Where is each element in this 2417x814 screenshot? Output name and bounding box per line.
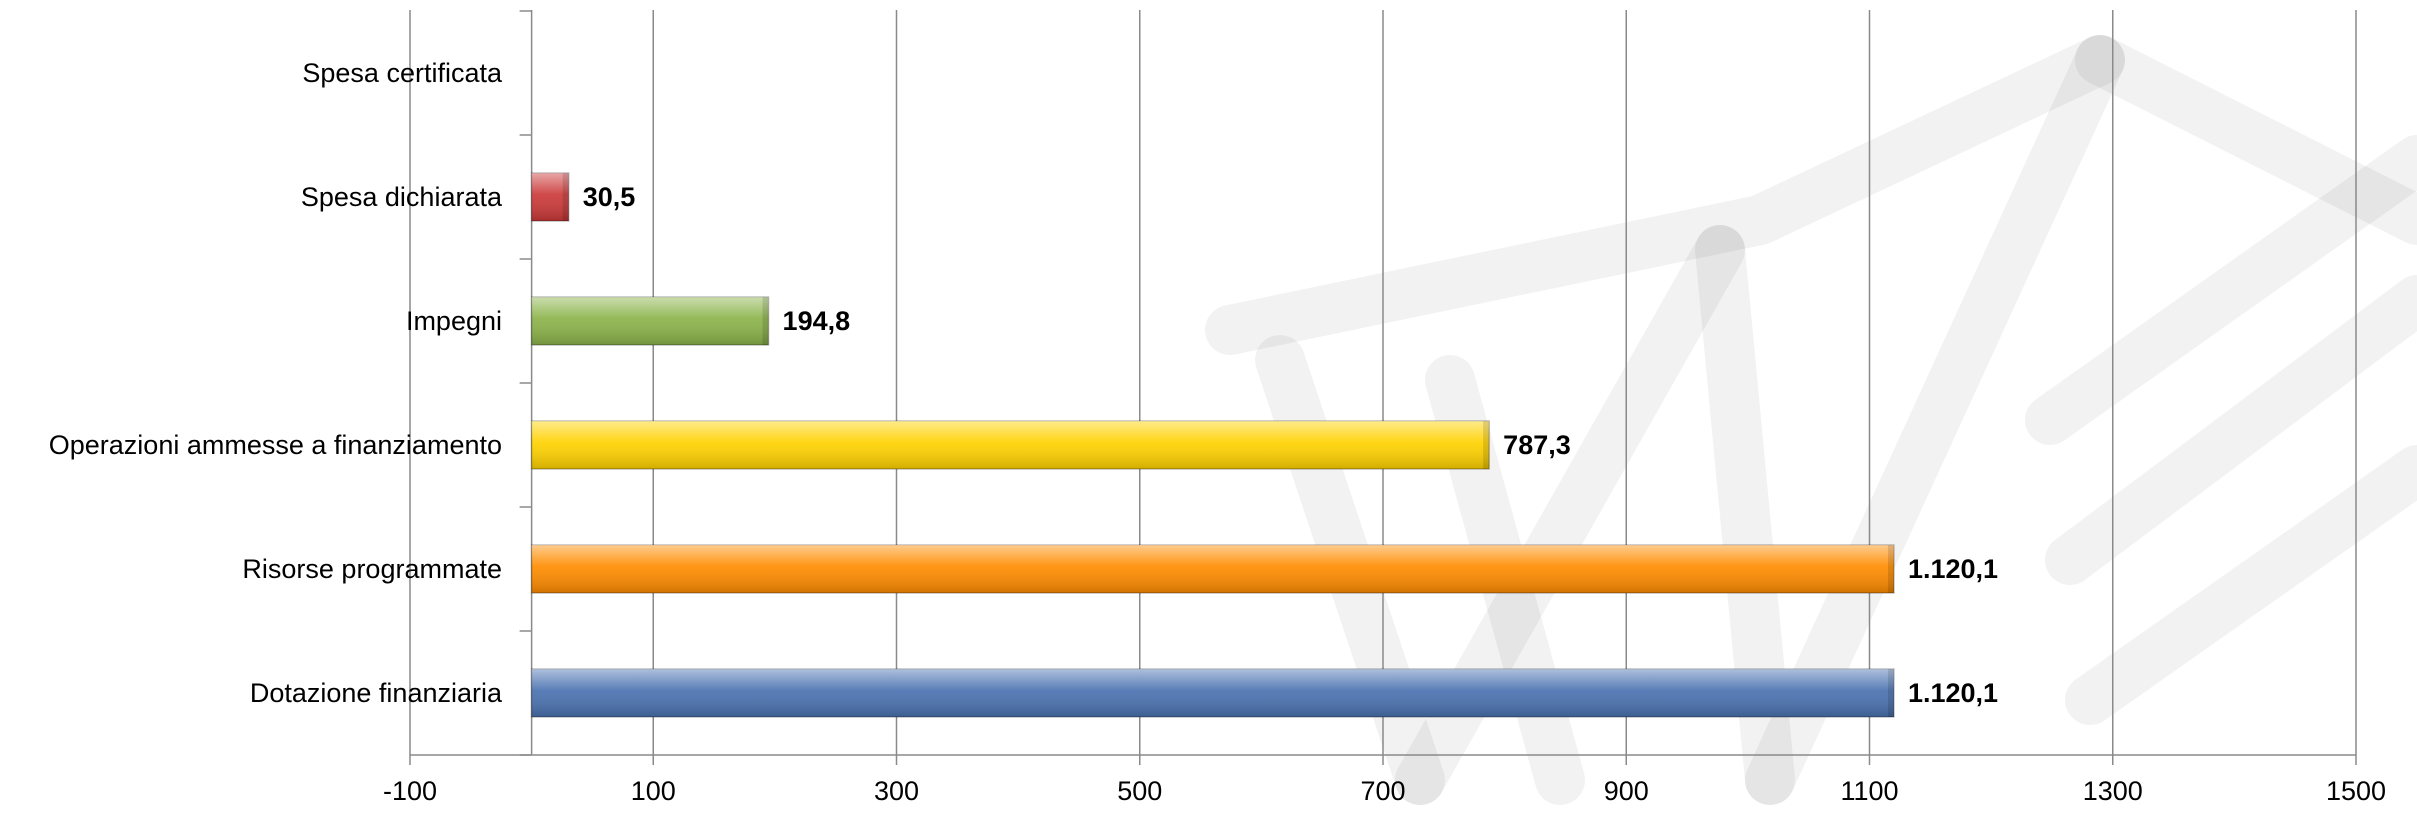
category-label: Dotazione finanziaria bbox=[250, 678, 503, 708]
value-label: 787,3 bbox=[1503, 430, 1571, 460]
bar-end-shade bbox=[1483, 421, 1490, 469]
bar-gloss bbox=[531, 545, 1894, 593]
value-label: 1.120,1 bbox=[1908, 678, 1998, 708]
x-tick-label: 100 bbox=[631, 776, 676, 806]
bar-gloss bbox=[531, 421, 1490, 469]
x-tick-label: 700 bbox=[1360, 776, 1405, 806]
x-tick-label: 300 bbox=[874, 776, 919, 806]
bar-gloss bbox=[531, 669, 1894, 717]
value-label: 194,8 bbox=[783, 306, 851, 336]
category-label: Spesa dichiarata bbox=[301, 182, 503, 212]
x-tick-label: -100 bbox=[383, 776, 437, 806]
x-tick-label: 1100 bbox=[1840, 776, 1898, 806]
value-label: 1.120,1 bbox=[1908, 554, 1998, 584]
bar-gloss bbox=[531, 173, 569, 221]
bar-end-shade bbox=[762, 297, 769, 345]
x-tick-label: 1300 bbox=[2083, 776, 2143, 806]
x-tick-label: 900 bbox=[1604, 776, 1649, 806]
category-label: Risorse programmate bbox=[242, 554, 502, 584]
category-label: Impegni bbox=[406, 306, 502, 336]
x-tick-label: 500 bbox=[1117, 776, 1162, 806]
category-label: Spesa certificata bbox=[302, 58, 503, 88]
x-tick-label: 1500 bbox=[2326, 776, 2386, 806]
value-label: 30,5 bbox=[583, 182, 636, 212]
bar-gloss bbox=[531, 297, 769, 345]
category-label: Operazioni ammesse a finanziamento bbox=[49, 430, 502, 460]
bar-end-shade bbox=[562, 173, 569, 221]
bar-end-shade bbox=[1887, 545, 1894, 593]
bar-end-shade bbox=[1887, 669, 1894, 717]
